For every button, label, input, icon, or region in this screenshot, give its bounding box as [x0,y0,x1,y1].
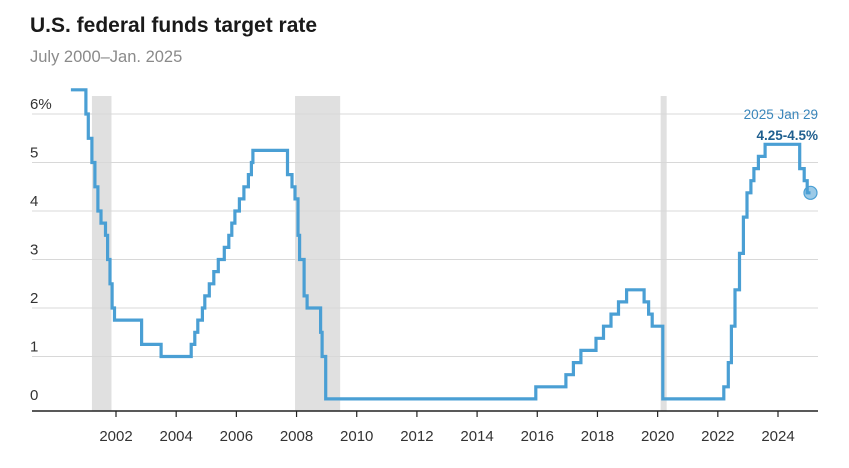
annotation-value: 4.25-4.5% [756,128,818,143]
y-tick-label-3: 3 [30,242,38,259]
chart-title: U.S. federal funds target rate [30,14,318,37]
shaded-period-1 [295,96,341,411]
x-axis: 2002 2004 2006 2008 2010 2012 2014 2016 2018 2020… [32,410,818,445]
y-tick-label-6: 6% [30,96,52,113]
x-tick-label-2024: 2024 [761,428,794,445]
series-line-0 [70,88,811,401]
x-tick-label-2022: 2022 [701,428,734,445]
series-group [70,88,811,401]
gridlines [32,113,818,357]
y-tick-label-4: 4 [30,193,38,210]
x-tick-label-2010: 2010 [340,428,373,445]
annotation-date: 2025 Jan 29 [744,107,818,122]
x-tick-label-2002: 2002 [99,428,132,445]
chart-subtitle: July 2000–Jan. 2025 [30,48,183,66]
recession-shading [91,96,667,411]
endpoint-marker [803,185,818,200]
y-tick-label-0: 0 [30,387,38,404]
y-axis-labels: 0 1 2 3 4 5 6% [30,96,52,404]
x-tick-label-2012: 2012 [400,428,433,445]
y-tick-label-5: 5 [30,145,38,162]
shaded-period-2 [660,96,667,411]
shaded-period-0 [91,96,112,411]
x-tick-label-2018: 2018 [581,428,614,445]
x-tick-label-2020: 2020 [641,428,674,445]
endpoint-marker-group [803,185,818,200]
x-tick-label-2006: 2006 [220,428,253,445]
x-tick-label-2014: 2014 [460,428,493,445]
y-tick-label-1: 1 [30,339,38,356]
y-tick-label-2: 2 [30,290,38,307]
x-tick-label-2004: 2004 [159,428,192,445]
x-tick-label-2016: 2016 [521,428,554,445]
x-tick-label-2008: 2008 [280,428,313,445]
